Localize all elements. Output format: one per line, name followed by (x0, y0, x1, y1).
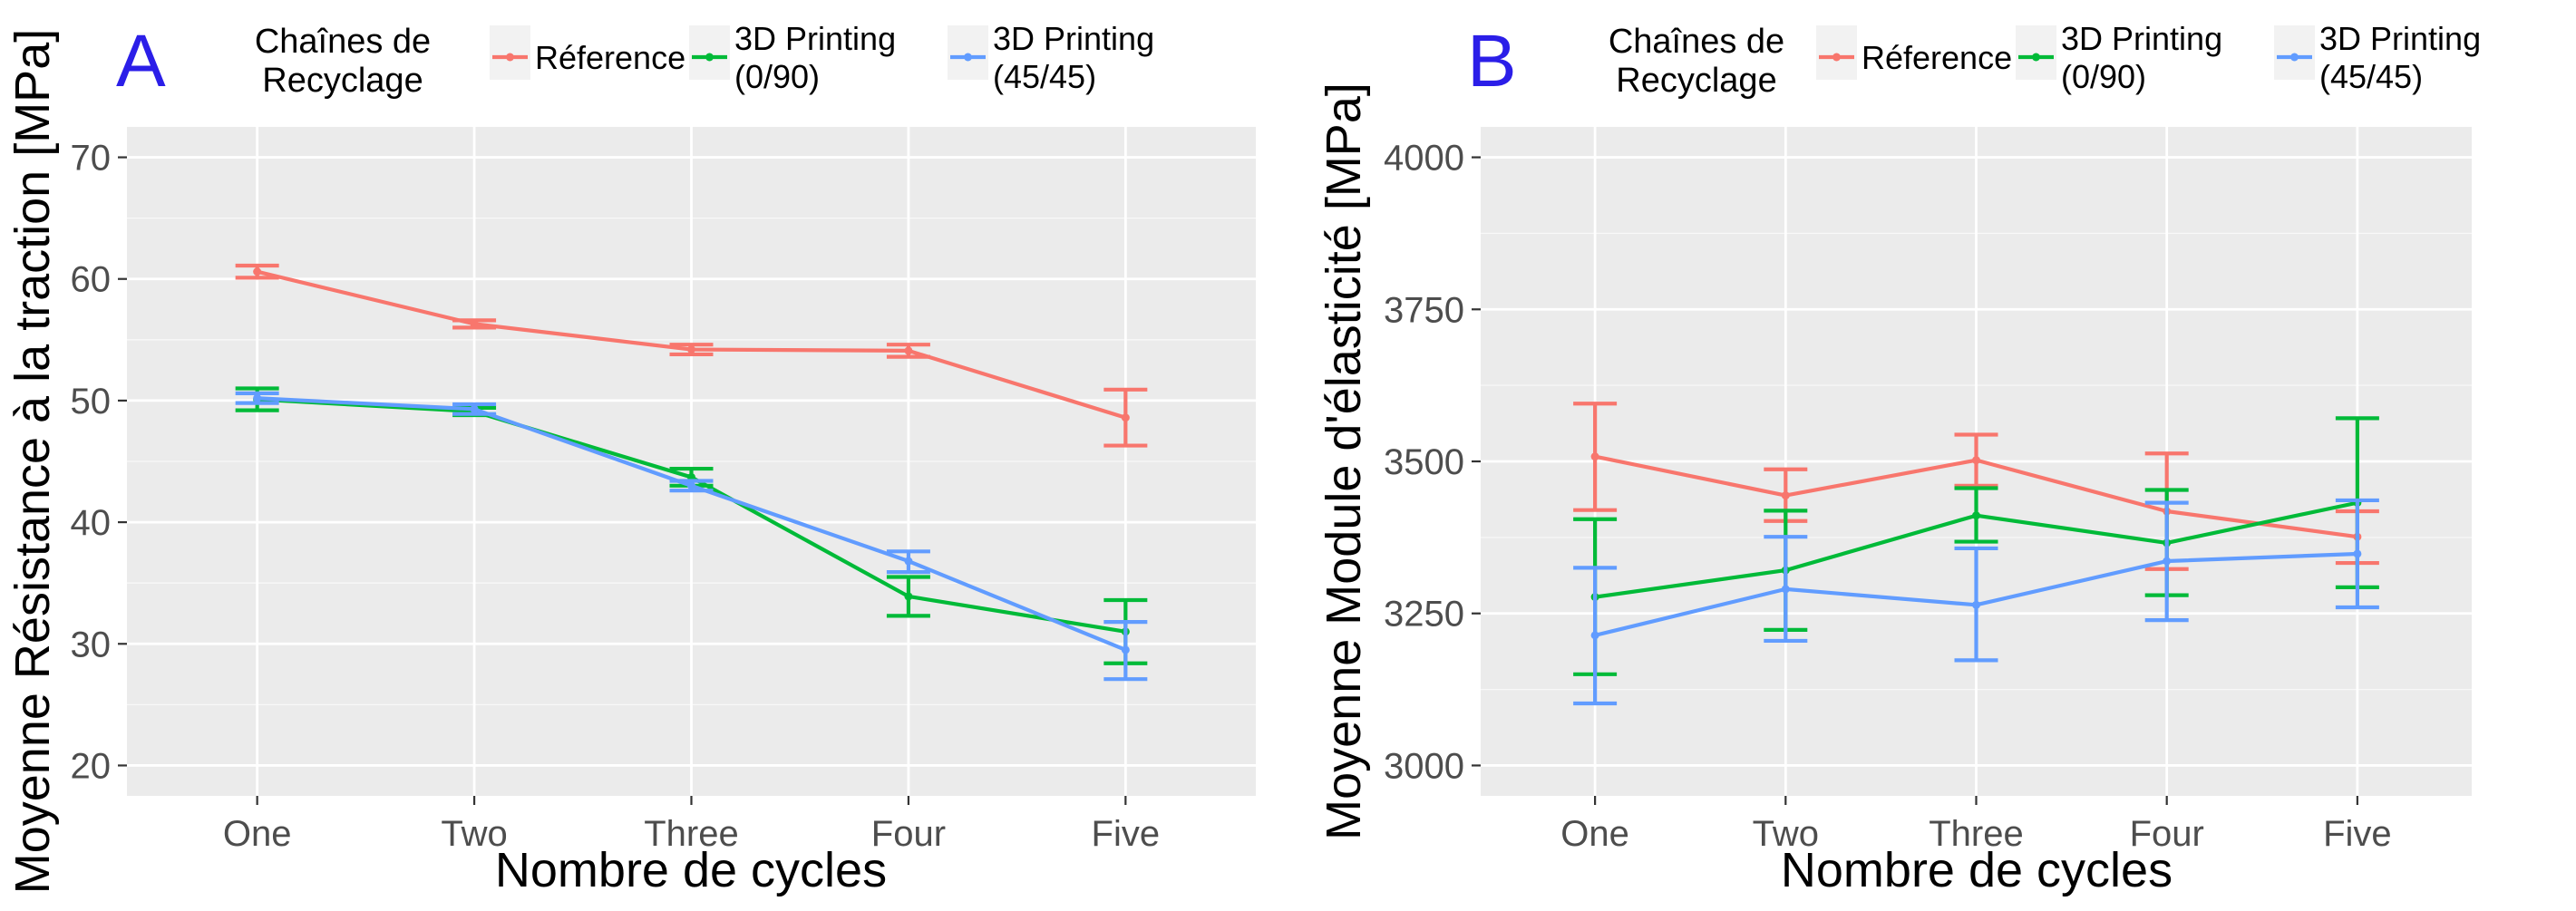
data-point (2163, 557, 2172, 566)
legend-label: (0/90) (2061, 58, 2146, 95)
y-tick-label: 70 (71, 139, 112, 179)
data-point (904, 346, 913, 355)
y-tick-label: 30 (71, 625, 112, 664)
data-point (1972, 600, 1980, 609)
data-point (2353, 549, 2362, 558)
data-point (1121, 413, 1130, 422)
y-tick-label: 3000 (1384, 746, 1464, 786)
data-point (1972, 456, 1980, 465)
legend-key-background (948, 25, 988, 80)
y-tick-label: 60 (71, 260, 112, 300)
y-tick-label: 50 (71, 382, 112, 422)
y-tick-label: 3500 (1384, 442, 1464, 482)
y-tick-label: 3250 (1384, 595, 1464, 635)
series-2 (235, 391, 1148, 682)
x-tick-label: One (223, 814, 292, 854)
legend-label: (0/90) (734, 58, 820, 95)
x-axis-title: Nombre de cycles (1781, 843, 2173, 897)
legend-key-point (705, 53, 714, 62)
x-tick-label: Five (2323, 814, 2392, 854)
y-tick-label: 4000 (1384, 139, 1464, 179)
data-point (1781, 491, 1790, 500)
data-point (1781, 585, 1790, 594)
legend-key-background (490, 25, 530, 80)
x-tick-label: Three (1929, 814, 2024, 854)
x-tick-label: Five (1092, 814, 1161, 854)
legend-title-line-1: Chaînes de (1609, 23, 1784, 61)
data-point (470, 319, 479, 328)
legend-label: 3D Printing (2061, 20, 2222, 57)
legend-title-line-1: Chaînes de (255, 23, 431, 61)
legend-label: 3D Printing (734, 20, 896, 57)
y-tick-label: 3750 (1384, 290, 1464, 330)
panel-a: 20 30 40 50 60 70 One Two Three Four Five Nombre de… (5, 20, 1256, 897)
y-axis-title: Moyenne Résistance à la traction [MPa] (5, 29, 60, 894)
x-axis-title: Nombre de cycles (495, 843, 887, 897)
legend-label: (45/45) (2319, 58, 2423, 95)
x-tick-label: Four (2130, 814, 2204, 854)
x-tick-label: One (1560, 814, 1629, 854)
legend-key-background (2016, 25, 2056, 80)
x-tick-label: Two (1753, 814, 1819, 854)
data-point (1121, 645, 1130, 654)
panel-b: 3000 3250 3500 3750 4000 One Two Three Four Five N… (1317, 20, 2481, 897)
data-point (687, 345, 695, 354)
legend-key-point (2032, 53, 2040, 62)
legend-label: 3D Printing (2319, 20, 2481, 57)
legend-key-background (1816, 25, 1857, 80)
y-tick-label: 20 (71, 746, 112, 786)
legend-label: (45/45) (993, 58, 1096, 95)
data-point (904, 592, 913, 601)
legend-key-point (2290, 53, 2299, 62)
legend-key-point (506, 53, 514, 62)
data-point (253, 393, 262, 402)
legend-title-line-2: Recyclage (262, 62, 423, 100)
legend-key-point (964, 53, 972, 62)
series-2 (1573, 498, 2379, 706)
x-tick-label: Two (441, 814, 507, 854)
legend-key-background (2274, 25, 2315, 80)
data-point (687, 481, 695, 490)
x-tick-label: Three (644, 814, 739, 854)
legend-label: Réference (535, 39, 685, 76)
y-tick-label: 40 (71, 503, 112, 543)
panel-letter: A (116, 20, 166, 102)
data-point (253, 267, 262, 276)
data-point (470, 404, 479, 413)
legend-key-background (689, 25, 730, 80)
series-0 (235, 263, 1148, 448)
data-point (1590, 452, 1599, 461)
data-point (904, 557, 913, 566)
data-point (1590, 631, 1599, 640)
x-tick-label: Four (871, 814, 946, 854)
legend-label: 3D Printing (993, 20, 1154, 57)
data-point (1972, 511, 1980, 520)
panel-letter: B (1467, 20, 1517, 102)
legend-key-point (1832, 53, 1841, 62)
legend-label: Réference (1862, 39, 2012, 76)
legend-title-line-2: Recyclage (1616, 62, 1776, 100)
y-axis-title: Moyenne Module d'élasticité [MPa] (1317, 82, 1371, 840)
